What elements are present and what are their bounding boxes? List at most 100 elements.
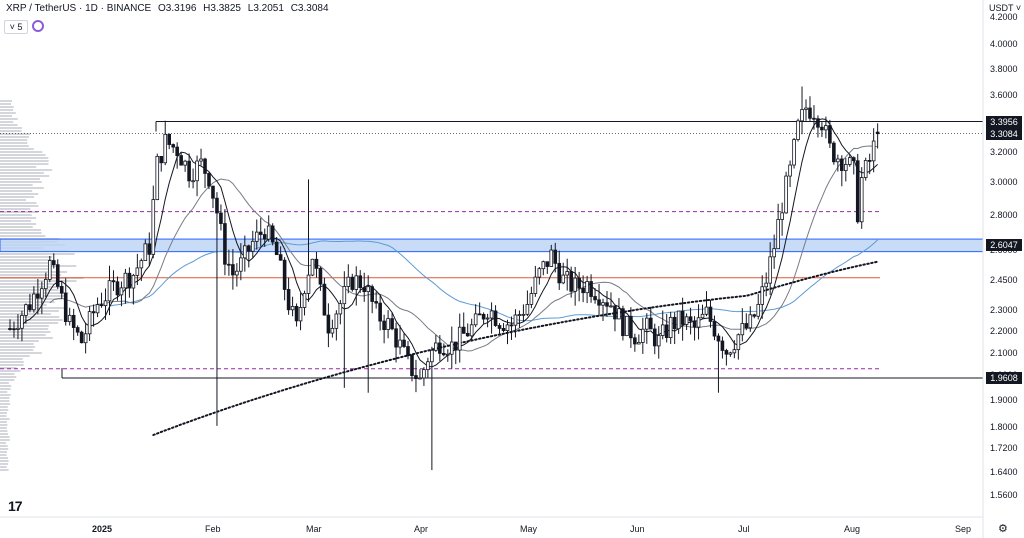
currency-selector[interactable]: USDT ˅	[989, 3, 1021, 13]
candle-body	[354, 275, 359, 290]
candle-body	[637, 342, 641, 345]
volume-profile-bar	[0, 193, 39, 195]
candle-body	[457, 326, 462, 351]
x-tick-label: 2025	[92, 524, 113, 534]
candle-body	[402, 339, 406, 347]
candle-body	[442, 352, 446, 356]
candle-body	[545, 261, 550, 267]
volume-profile-bar	[0, 283, 54, 285]
candle-body	[859, 177, 864, 223]
candle-body	[410, 354, 414, 376]
volume-profile-bar	[0, 157, 49, 159]
candle-body	[235, 270, 239, 276]
candle-body	[704, 306, 709, 315]
candle-body	[163, 133, 168, 164]
candle-body	[274, 241, 279, 256]
tradingview-logo[interactable]: 17	[8, 498, 23, 514]
candle-body	[83, 333, 88, 344]
candle-body	[863, 160, 868, 178]
candle-body	[836, 158, 840, 163]
volume-profile-bar	[0, 367, 17, 369]
volume-profile-bar	[0, 109, 14, 111]
candle-body	[828, 125, 832, 144]
volume-profile-bar	[0, 451, 7, 453]
candle-body	[469, 324, 474, 337]
volume-profile-bar	[0, 349, 34, 351]
y-tick-label: 2.1000	[990, 348, 1018, 358]
candle-body	[784, 175, 788, 214]
sync-icon[interactable]	[32, 20, 44, 32]
indicators-toggle[interactable]: ˅ 5	[4, 20, 28, 34]
volume-profile-bar	[0, 139, 28, 141]
candle-body	[565, 271, 569, 276]
candle-body	[617, 308, 621, 320]
candle-body	[20, 315, 24, 329]
candle-body	[426, 361, 430, 371]
candle-body	[533, 276, 538, 294]
volume-profile-bar	[0, 202, 37, 204]
volume-profile-bar	[0, 319, 63, 321]
candle-body	[115, 281, 120, 296]
volume-profile-bar	[0, 256, 53, 258]
candle-body	[692, 320, 697, 328]
candle-body	[780, 212, 784, 220]
candle-body	[577, 277, 581, 289]
candle-body	[700, 313, 705, 319]
candle-body	[135, 267, 140, 276]
candle-body	[382, 320, 386, 330]
candle-body	[445, 353, 450, 356]
gear-icon[interactable]: ⚙	[998, 523, 1008, 535]
candle-body	[147, 243, 152, 255]
candle-body	[362, 287, 367, 293]
candle-body	[48, 260, 52, 280]
volume-profile-bar	[0, 394, 11, 396]
candle-body	[179, 155, 183, 166]
volume-profile-bar	[0, 115, 12, 117]
ohlc-open: O3.3196	[158, 3, 197, 14]
candle-body	[601, 302, 605, 306]
candle-body	[398, 339, 402, 348]
candle-body	[91, 311, 96, 314]
x-tick-label: Sep	[955, 524, 972, 534]
candle-body	[708, 306, 713, 322]
candle-body	[844, 164, 848, 171]
candle-body	[569, 271, 573, 292]
candle-body	[855, 160, 860, 223]
candle-body	[732, 349, 737, 354]
candle-body	[394, 328, 398, 348]
volume-profile-bar	[0, 124, 18, 126]
candle-body	[111, 280, 116, 283]
candle-body	[418, 377, 422, 380]
symbol-title[interactable]: XRP / TetherUS · 1D · BINANCE	[6, 3, 152, 14]
candle-body	[812, 117, 816, 120]
candle-body	[370, 286, 374, 302]
candle-body	[219, 212, 223, 224]
candle-body	[772, 248, 776, 258]
candle-body	[760, 286, 765, 305]
candle-body	[171, 144, 175, 148]
candle-body	[103, 300, 108, 307]
candle-body	[51, 260, 56, 266]
candle-body	[254, 231, 259, 242]
y-tick-label: 1.7200	[990, 443, 1018, 453]
volume-profile-bar	[0, 271, 67, 273]
volume-profile-bar	[0, 190, 33, 192]
volume-profile-bar	[0, 286, 61, 288]
volume-profile-bar	[0, 169, 53, 171]
candle-body	[724, 350, 729, 355]
candle-body	[593, 296, 597, 301]
candle-body	[95, 304, 100, 314]
volume-profile-bar	[0, 175, 50, 177]
candle-body	[832, 142, 836, 163]
volume-profile-bar	[0, 376, 17, 378]
currency-label: USDT	[989, 3, 1014, 13]
candle-body	[294, 306, 299, 322]
candle-body	[796, 120, 800, 140]
candles	[8, 86, 880, 471]
price-label-zone: 2.6047	[986, 239, 1022, 252]
candle-body	[513, 314, 518, 326]
volume-profile-bar	[0, 259, 52, 261]
volume-profile-bar	[0, 439, 10, 441]
candle-body	[239, 257, 243, 272]
